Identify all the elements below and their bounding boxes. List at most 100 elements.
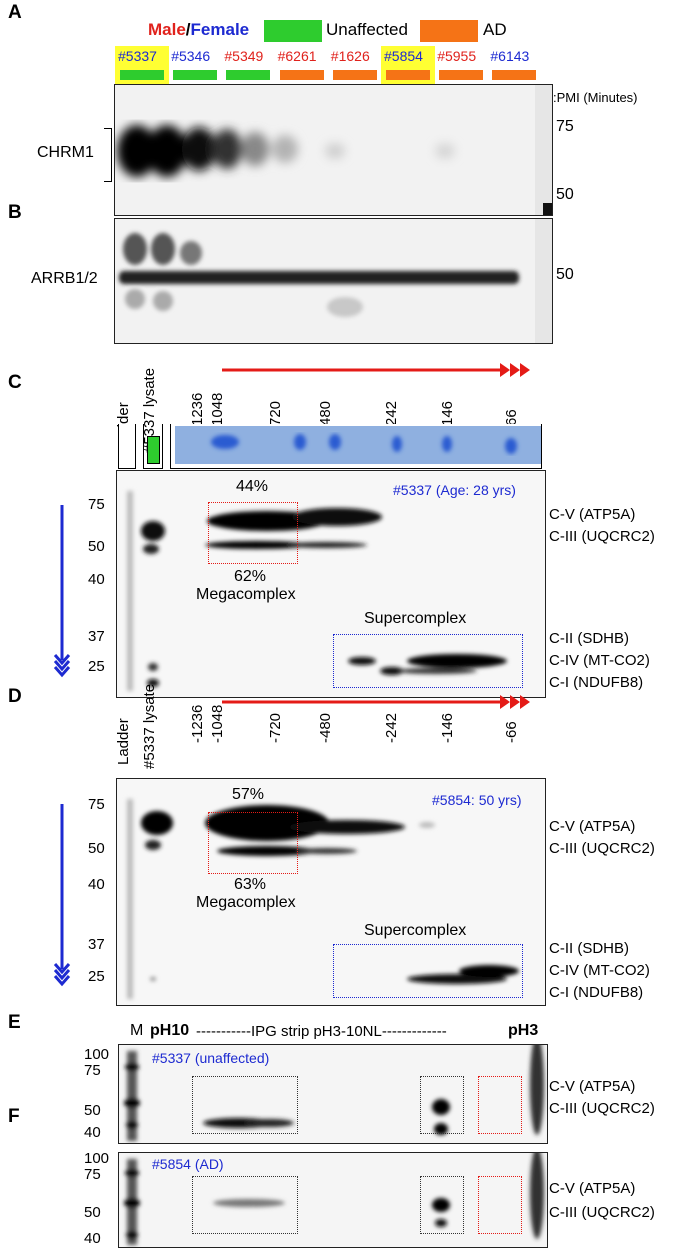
mw-label: 40 [88,571,105,588]
legend-male: Male [148,20,186,39]
arrb-blot [114,218,553,344]
d-megacomplex-label: Megacomplex [196,894,296,911]
legend-unaffected: Unaffected [326,20,408,39]
panel-label-a: A [8,2,22,23]
arrb-label: ARRB1/2 [31,270,98,287]
e-ph10-label: pH10 [150,1022,190,1039]
d-supercomplex-label: Supercomplex [364,922,467,939]
complex-label: C-V (ATP5A) [549,506,636,523]
mw-label: 37 [88,936,105,953]
d-pct-bottom: 63% [234,876,267,893]
d-lysate-label: #5337 lysate [141,683,158,769]
native-mw-label: -242 [383,712,400,743]
c-2d-blot [116,470,546,698]
e-black-box [420,1076,464,1134]
c-native-strip [170,424,542,469]
c-pct-bottom: 62% [234,568,267,585]
complex-label: C-V (ATP5A) [549,1078,636,1095]
c-red-arrow [222,363,530,377]
complex-label: C-III (UQCRC2) [549,1100,655,1117]
sample-status-bar [332,70,377,80]
chrm1-mw-50: 50 [556,186,574,203]
native-mw-label: -720 [267,712,284,743]
sample-status-bar [492,70,537,80]
f-black-box [420,1176,464,1234]
mw-label: 25 [88,658,105,675]
legend-female: Female [190,20,250,39]
sex-legend: Male/Female [148,20,249,40]
mw-label: 50 [88,840,105,857]
chrm1-blot [114,84,553,216]
sample-id: #5854 [384,48,423,64]
mw-label: 75 [88,496,105,513]
sample-id: #1626 [330,48,370,64]
complex-label: C-V (ATP5A) [549,818,636,835]
f-left-box [192,1176,298,1234]
complex-label: C-I (NDUFB8) [549,674,644,691]
e-left-box [192,1076,298,1134]
complex-label: C-III (UQCRC2) [549,840,655,857]
d-2d-blot [116,778,546,1006]
mw-label: 75 [84,1166,101,1183]
mw-label: 50 [88,538,105,555]
chrm1-bands [117,85,552,215]
complex-label: C-V (ATP5A) [549,1180,636,1197]
mw-label: 100 [84,1150,110,1167]
c-supercomplex-label: Supercomplex [364,610,467,627]
e-sample-note: #5337 (unaffected) [152,1050,270,1066]
c-megacomplex-box [208,502,298,564]
d-red-arrow [222,695,530,709]
sample-status-bar [226,70,271,80]
mw-label: 50 [84,1204,101,1221]
c-sample-note: #5337 (Age: 28 yrs) [393,482,516,498]
f-2d-bands [124,1153,544,1245]
complex-label: C-IV (MT-CO2) [549,652,650,669]
d-pct-top: 57% [232,786,265,803]
native-mw-label: -66 [503,721,520,743]
c-lysate-well [143,424,163,469]
mw-label: 50 [84,1102,101,1119]
c-ladder-well [118,424,136,469]
native-mw-label: -1236 [189,704,206,743]
c-blue-arrow [53,505,71,678]
sample-status-bar [439,70,484,80]
panel-label-e: E [8,1012,21,1033]
legend-ad: AD [483,20,507,39]
arrb-bands [119,219,552,343]
mw-label: 75 [88,796,105,813]
panel-label-c: C [8,372,22,393]
c-megacomplex-label: Megacomplex [196,586,296,603]
complex-label: C-IV (MT-CO2) [549,962,650,979]
sample-id: #5346 [171,48,211,64]
sample-id: #5955 [437,48,477,64]
mw-label: 40 [84,1124,101,1141]
e-2d-blot [118,1044,548,1144]
sample-id: #6143 [490,48,530,64]
chrm1-bracket [104,128,112,182]
sample-status-bar [120,70,164,80]
d-megacomplex-box [208,812,298,874]
c-lysate-marker [147,436,160,464]
mw-label: 75 [84,1062,101,1079]
f-2d-blot [118,1152,548,1248]
complex-label: C-II (SDHB) [549,630,629,647]
c-2d-bands [127,491,507,691]
sample-id: #6261 [277,48,317,64]
c-native-strip-bands [175,426,541,464]
sample-status-bar [279,70,324,80]
native-mw-label: -480 [317,712,334,743]
d-supercomplex-box [333,944,523,998]
c-pct-top: 44% [236,478,269,495]
d-ladder-label: Ladder [115,718,132,765]
panel-label-b: B [8,202,22,223]
d-blue-arrow [53,804,71,987]
chrm1-label: CHRM1 [37,144,94,161]
mw-label: 25 [88,968,105,985]
d-sample-note: #5854: 50 yrs) [432,792,522,808]
f-sample-note: #5854 (AD) [152,1156,224,1172]
panel-label-f: F [8,1106,20,1127]
c-supercomplex-box [333,634,523,688]
sample-status-bar [173,70,218,80]
ad-swatch [420,20,478,42]
sample-id: #5349 [224,48,264,64]
